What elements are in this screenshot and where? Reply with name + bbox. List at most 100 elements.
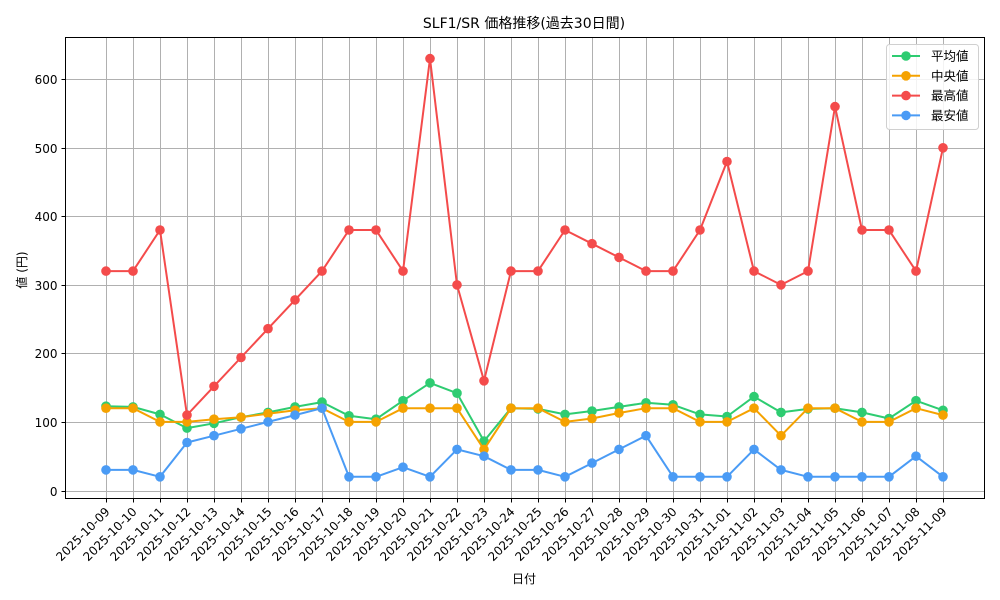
data-point (317, 266, 327, 276)
data-point (506, 465, 516, 475)
y-tick-label: 0 (50, 485, 58, 499)
legend-label: 最安値 (931, 108, 969, 123)
data-point (722, 156, 732, 167)
data-point (236, 412, 246, 423)
data-point (641, 430, 651, 441)
data-point (155, 409, 165, 420)
data-point (641, 266, 651, 276)
series-1 (101, 403, 948, 455)
data-point (452, 444, 462, 455)
data-point (911, 395, 921, 406)
legend-marker-icon (901, 71, 911, 81)
data-point (587, 238, 597, 249)
data-point (884, 472, 894, 482)
x-axis-ticks: 2025-10-092025-10-102025-10-112025-10-12… (53, 498, 950, 564)
data-point (101, 266, 111, 276)
data-point (452, 388, 462, 399)
series-3 (101, 403, 948, 482)
data-point (857, 417, 867, 427)
data-point (938, 143, 948, 153)
data-point (722, 472, 732, 482)
data-point (668, 403, 678, 414)
data-point (317, 403, 327, 414)
data-point (452, 280, 462, 290)
data-point (263, 408, 273, 419)
data-point (398, 395, 408, 406)
data-point (722, 417, 732, 427)
legend-item: 中央値 (892, 68, 969, 83)
data-point (803, 472, 813, 482)
data-point (344, 472, 354, 482)
data-point (857, 225, 867, 235)
data-point (803, 266, 813, 276)
data-point (155, 472, 165, 482)
y-tick-label: 200 (35, 347, 58, 361)
series-2 (101, 53, 948, 420)
data-point (830, 101, 840, 112)
data-point (236, 424, 246, 434)
series-line (106, 407, 944, 451)
data-point (101, 465, 111, 475)
data-point (506, 403, 516, 414)
data-point (479, 451, 489, 462)
data-point (884, 417, 894, 427)
y-tick-label: 300 (35, 279, 58, 293)
data-point (371, 225, 381, 235)
data-point (425, 378, 435, 388)
data-point (263, 417, 273, 427)
series-line (105, 381, 944, 443)
data-point (560, 472, 570, 482)
data-point (587, 458, 597, 468)
data-point (560, 417, 570, 427)
y-tick-label: 100 (35, 416, 58, 430)
data-point (857, 407, 867, 418)
series-layer (101, 53, 948, 482)
data-point (398, 403, 408, 414)
data-point (398, 462, 408, 473)
data-point (533, 266, 543, 276)
data-point (911, 403, 921, 414)
data-point (830, 472, 840, 482)
y-axis-label: 値 (円) (14, 251, 29, 288)
legend-label: 最高値 (931, 88, 969, 103)
data-point (830, 403, 840, 414)
data-point (695, 225, 705, 235)
data-point (290, 295, 300, 305)
legend-label: 平均値 (931, 49, 969, 64)
legend-box (886, 44, 979, 130)
data-point (371, 417, 381, 427)
data-point (155, 417, 165, 427)
data-point (884, 225, 894, 235)
data-point (398, 266, 408, 276)
data-point (749, 266, 759, 276)
data-point (236, 352, 246, 363)
data-point (182, 437, 192, 448)
y-tick-label: 600 (35, 73, 58, 87)
data-point (209, 381, 219, 392)
legend-item: 最高値 (892, 88, 969, 103)
chart-title: SLF1/SR 価格推移(過去30日間) (423, 16, 625, 32)
data-point (344, 417, 354, 427)
data-point (290, 410, 300, 420)
data-point (614, 252, 624, 263)
data-point (209, 414, 219, 425)
data-point (938, 472, 948, 482)
plot-area-frame (65, 37, 985, 499)
data-point (641, 403, 651, 414)
data-point (101, 403, 111, 414)
data-point (587, 406, 597, 416)
data-point (128, 465, 138, 475)
series-0 (101, 378, 948, 446)
data-point (182, 410, 192, 420)
data-point (560, 225, 570, 235)
data-point (695, 417, 705, 427)
data-point (614, 444, 624, 455)
data-point (749, 444, 759, 455)
data-point (209, 430, 219, 441)
data-point (344, 225, 354, 235)
data-point (776, 407, 786, 418)
data-point (155, 225, 165, 235)
data-point (425, 403, 435, 414)
